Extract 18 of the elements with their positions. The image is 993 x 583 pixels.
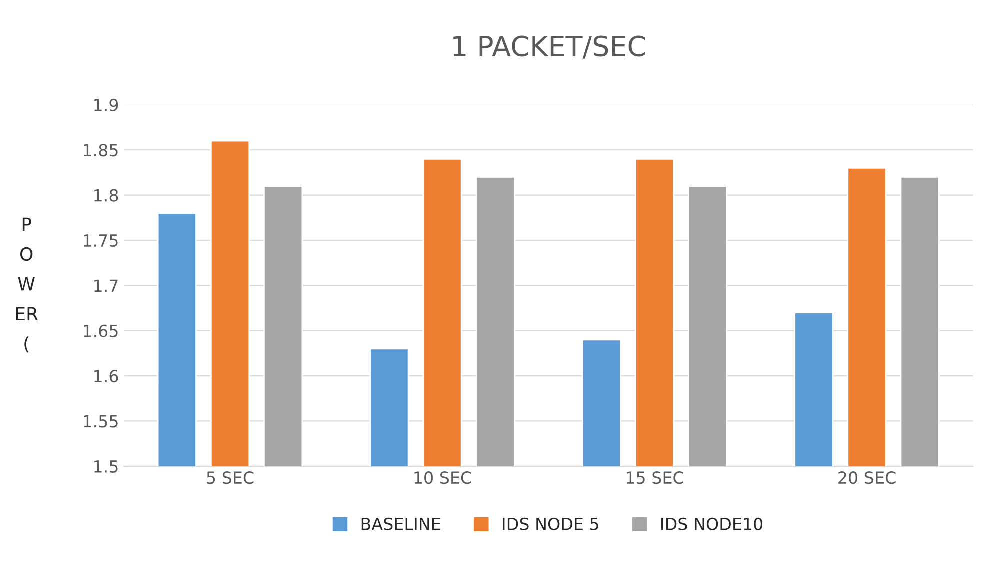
y-tick-label: 1.75 (84, 234, 118, 248)
legend-label: IDS NODE10 (662, 518, 763, 530)
x-tick-label: 20 SEC (838, 472, 896, 484)
x-tick-label: 15 SEC (626, 472, 684, 484)
y-tick-label: 1.7 (94, 280, 118, 292)
y-tick-label: 1.85 (84, 144, 118, 157)
y-tick-label: 1.65 (84, 324, 118, 338)
legend-label: IDS NODE 5 (503, 518, 598, 530)
y-tick-label: 1.5 (94, 460, 118, 473)
y-tick-label: 1.8 (94, 189, 118, 202)
y-tick-label: 1.6 (94, 370, 118, 383)
y-tick-label: 1.9 (94, 98, 118, 112)
y-tick-label: 1.55 (84, 415, 118, 428)
y-axis-title: P O W ER ( (16, 218, 38, 353)
x-tick-label: 5 SEC (207, 472, 254, 484)
legend-label: BASELINE (362, 518, 440, 530)
x-tick-label: 10 SEC (414, 472, 472, 484)
chart-title: 1 PACKET/SEC (454, 36, 646, 59)
